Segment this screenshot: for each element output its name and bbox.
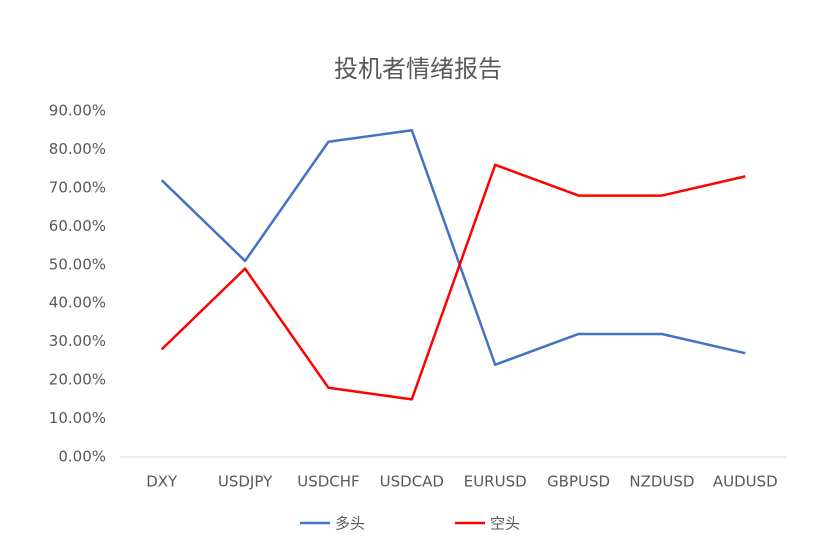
- y-tick-label: 80.00%: [49, 140, 106, 158]
- y-tick-label: 40.00%: [49, 294, 106, 312]
- y-tick-label: 10.00%: [49, 409, 106, 427]
- legend-label: 多头: [335, 515, 365, 533]
- legend-label: 空头: [490, 515, 520, 533]
- y-tick-label: 50.00%: [49, 255, 106, 273]
- x-tick-label: USDCAD: [380, 473, 444, 491]
- x-tick-label: NZDUSD: [629, 473, 694, 491]
- x-tick-label: AUDUSD: [713, 473, 778, 491]
- y-tick-label: 20.00%: [49, 371, 106, 389]
- x-tick-label: DXY: [146, 473, 178, 491]
- series-line: [160, 163, 746, 401]
- y-tick-label: 60.00%: [49, 217, 106, 235]
- x-tick-label: USDCHF: [297, 473, 359, 491]
- series-line: [160, 128, 746, 366]
- y-tick-label: 70.00%: [49, 178, 106, 196]
- y-tick-label: 0.00%: [58, 448, 106, 466]
- x-tick-label: GBPUSD: [547, 473, 610, 491]
- y-tick-label: 30.00%: [49, 332, 106, 350]
- y-tick-label: 90.00%: [49, 102, 106, 120]
- x-tick-label: USDJPY: [218, 473, 273, 491]
- chart-title: 投机者情绪报告: [334, 55, 502, 83]
- x-tick-label: EURUSD: [464, 473, 527, 491]
